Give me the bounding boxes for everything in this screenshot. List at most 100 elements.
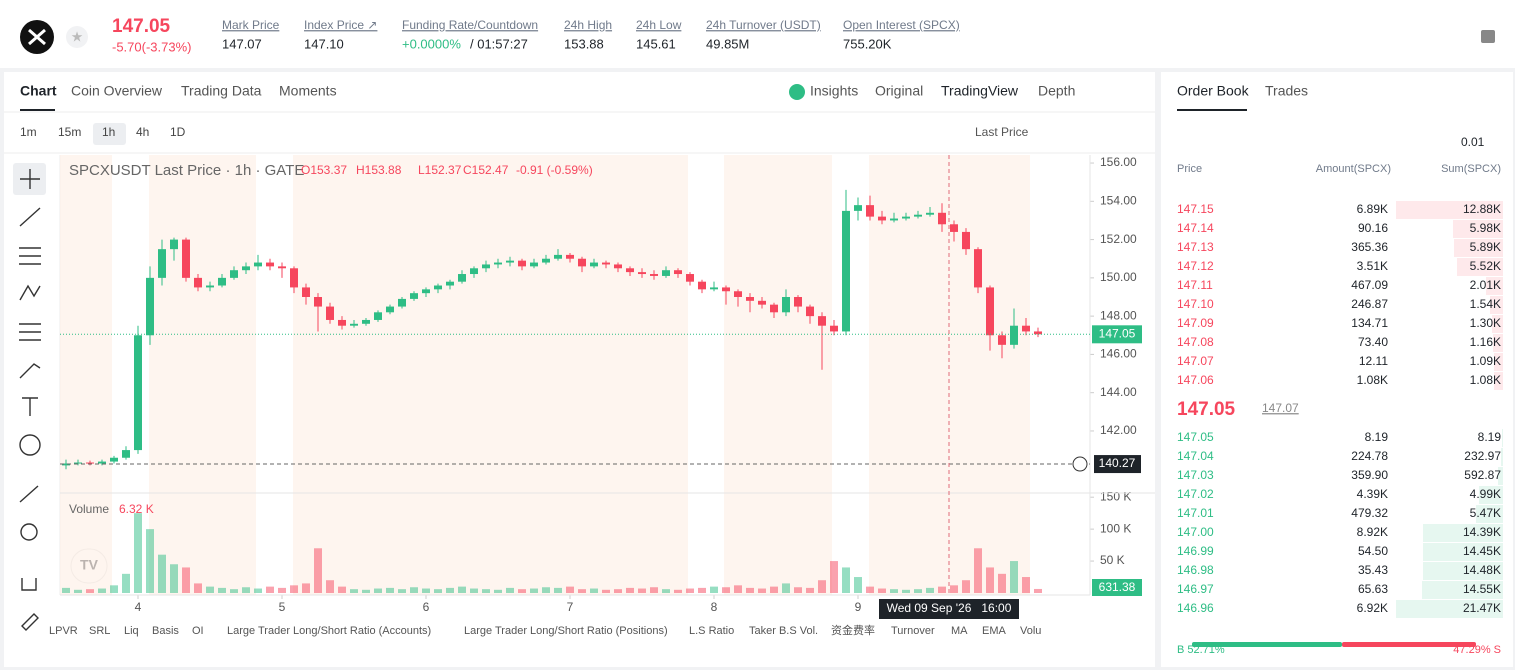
chart-tab[interactable]: Trading Data (181, 83, 262, 99)
volume-bar (638, 588, 646, 593)
indicator[interactable]: Large Trader Long/Short Ratio (Positions… (464, 625, 668, 637)
session-band (60, 155, 112, 595)
indicator[interactable]: Volu (1020, 625, 1041, 637)
session-band (293, 155, 688, 595)
candle-body (626, 268, 634, 273)
chart-tab[interactable]: Moments (279, 83, 337, 99)
price-tag (1092, 325, 1142, 344)
depth-bar (1423, 562, 1503, 580)
volume-bar (782, 583, 790, 593)
volume-bar (1022, 577, 1030, 593)
interval[interactable]: 1h (102, 125, 115, 139)
indicator[interactable]: Basis (152, 625, 179, 637)
interval[interactable]: 15m (58, 125, 81, 139)
indicator[interactable]: Large Trader Long/Short Ratio (Accounts) (227, 625, 431, 637)
volume-bar (98, 588, 106, 593)
candle-body (806, 306, 814, 317)
volume-bar (326, 580, 334, 593)
stat-value: 147.07 (222, 36, 262, 51)
candle-body (578, 258, 586, 267)
indicator[interactable]: LPVR (49, 625, 78, 637)
volume-bar (266, 586, 274, 593)
candle-body (194, 277, 202, 288)
volume-bar (218, 587, 226, 593)
ob-amount: 1.08K (1357, 373, 1388, 387)
ob-amount: 54.50 (1358, 544, 1388, 558)
ob-price: 147.00 (1177, 525, 1214, 539)
view-tab[interactable]: Insights (810, 83, 858, 99)
volume-bar (914, 589, 922, 593)
x-tick-label: 9 (855, 600, 862, 614)
candle-body (866, 205, 874, 217)
y-tick-label: 148.00 (1100, 308, 1137, 322)
candle-body (758, 300, 766, 305)
crosshair-plus (1072, 456, 1088, 472)
volume-bar (770, 586, 778, 593)
candle-body (182, 239, 190, 278)
volume-bar (662, 589, 670, 593)
volume-bar (530, 588, 538, 593)
ob-price: 147.05 (1177, 430, 1214, 444)
indicator[interactable]: Taker B.S Vol. (749, 625, 818, 637)
volume-bar (758, 588, 766, 593)
indicator[interactable]: Liq (124, 625, 139, 637)
stat-value: 755.20K (843, 36, 892, 51)
favorite[interactable] (66, 26, 88, 48)
volume-bar (422, 588, 430, 593)
tick-size[interactable]: 0.01 (1461, 135, 1485, 149)
chart-tab[interactable]: Chart (20, 83, 57, 99)
view-tab[interactable]: Original (875, 83, 923, 99)
chart-tab[interactable]: Coin Overview (71, 83, 163, 99)
countdown: / 01:57:27 (470, 36, 528, 51)
volume-bar (434, 589, 442, 593)
volume-bar (902, 589, 910, 593)
interval[interactable]: 1D (170, 125, 186, 139)
depth-bar (1492, 315, 1503, 333)
ob-price: 147.04 (1177, 449, 1214, 463)
candle-body (290, 268, 298, 288)
indicator[interactable]: 资金费率 (831, 623, 875, 637)
view-tab[interactable]: Depth (1038, 83, 1075, 99)
candle-body (134, 335, 142, 451)
star: ★ (71, 29, 84, 45)
indicator[interactable]: MA (951, 625, 968, 637)
ob-price: 147.03 (1177, 468, 1214, 482)
volume-bar (842, 567, 850, 593)
stat-label: 24h Turnover (USDT) (706, 18, 821, 32)
indicator[interactable]: OI (192, 625, 204, 637)
interval[interactable]: 4h (136, 125, 149, 139)
ob-sum: 12.88K (1463, 202, 1501, 216)
ob-price: 147.11 (1177, 278, 1213, 292)
price: 147.05 (112, 16, 171, 37)
candle-body (422, 289, 430, 294)
ob-amount: 246.87 (1351, 297, 1388, 311)
candle-body (662, 270, 670, 276)
volume-bar (110, 585, 118, 593)
indicator[interactable]: L.S Ratio (689, 625, 734, 637)
ob-amount: 65.63 (1358, 582, 1388, 596)
interval-active (93, 123, 126, 145)
mark-price: 147.07 (1262, 401, 1299, 415)
volume-bar (938, 586, 946, 593)
candle-body (782, 296, 790, 313)
volume-bar (626, 587, 634, 593)
price-type[interactable]: Last Price (975, 125, 1029, 139)
indicator[interactable]: EMA (982, 625, 1007, 637)
volume-bar (542, 587, 550, 593)
note-icon[interactable] (1481, 30, 1495, 43)
volume-bar (446, 587, 454, 593)
stat-value: 147.10 (304, 36, 344, 51)
candle-body (278, 266, 286, 269)
ob-tab[interactable]: Trades (1265, 83, 1308, 99)
candle-body (518, 260, 526, 267)
indicator[interactable]: Turnover (891, 625, 935, 637)
candle-body (62, 463, 70, 466)
interval[interactable]: 1m (20, 125, 37, 139)
ob-tab[interactable]: Order Book (1177, 83, 1250, 99)
indicator[interactable]: SRL (89, 625, 110, 637)
candle-body (230, 270, 238, 278)
view-tab[interactable]: TradingView (941, 83, 1019, 99)
session-band (149, 155, 256, 595)
volume-value: 6.32 K (119, 502, 154, 516)
ob-sum: 14.45K (1463, 544, 1501, 558)
